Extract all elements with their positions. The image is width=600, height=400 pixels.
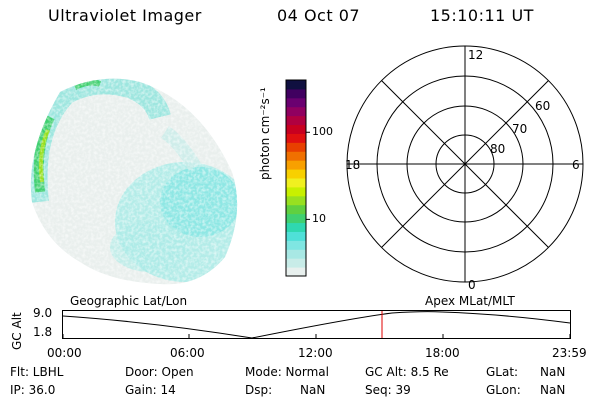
colorbar-tick-10: 10 — [312, 212, 326, 226]
lat-label-80: 80 — [490, 142, 505, 156]
colorbar-unit-label: photon cm⁻²s⁻¹ — [258, 87, 272, 180]
seq-info: Seq: 39 — [365, 383, 411, 397]
gain-info: Gain: 14 — [125, 383, 176, 397]
colorbar-cell — [286, 142, 306, 152]
colorbar-cell — [286, 231, 306, 241]
mlt-label-left: 18 — [345, 158, 360, 172]
gcalt-info: GC Alt: 8.5 Re — [365, 365, 449, 379]
timeline-right-label: Apex MLat/MLT — [425, 294, 515, 308]
time-label: 15:10:11 UT — [430, 6, 534, 25]
colorbar-tick-100: 100 — [312, 125, 333, 139]
colorbar-cell — [286, 249, 306, 259]
date-label: 04 Oct 07 — [277, 6, 361, 25]
colorbar-cell — [286, 195, 306, 206]
colorbar — [285, 79, 310, 277]
colorbar-cell — [286, 267, 306, 277]
colorbar-cell — [286, 204, 306, 215]
app-title: Ultraviolet Imager — [48, 6, 202, 25]
ip-info: IP: 36.0 — [10, 383, 56, 397]
colorbar-cell — [286, 97, 306, 108]
colorbar-cell — [286, 186, 306, 197]
timeline-plot — [62, 310, 571, 339]
polar-diagonal-2 — [381, 80, 549, 248]
colorbar-cell — [286, 133, 306, 143]
timeline-xtick-1: 06:00 — [170, 346, 205, 360]
colorbar-cell — [286, 88, 306, 99]
glon-label: GLon: — [486, 383, 521, 397]
colorbar-cell — [286, 124, 306, 134]
colorbar-scale — [286, 80, 306, 277]
door-info: Door: Open — [125, 365, 194, 379]
filter-info: Flt: LBHL — [10, 365, 64, 379]
mode-info: Mode: Normal — [245, 365, 329, 379]
colorbar-cell — [286, 80, 306, 90]
colorbar-cell — [286, 151, 306, 161]
timeline-xtick-3: 18:00 — [425, 346, 460, 360]
colorbar-cell — [286, 222, 306, 232]
altitude-curve — [62, 311, 571, 339]
timeline-ytick-min: 1.8 — [33, 325, 53, 339]
timeline-xtick-2: 12:00 — [298, 346, 333, 360]
timeline-xtick-0: 00:00 — [47, 346, 82, 360]
lat-label-70: 70 — [512, 122, 527, 136]
colorbar-ticks — [306, 131, 310, 220]
colorbar-cell — [286, 213, 306, 224]
mlt-label-bottom: 0 — [468, 278, 476, 290]
mlt-label-top: 12 — [468, 48, 483, 62]
colorbar-cell — [286, 240, 306, 250]
colorbar-cell — [286, 169, 306, 179]
timeline-ylabel: GC Alt — [10, 312, 24, 350]
glat-value: NaN — [540, 365, 566, 379]
timeline-xtick-4: 23:59 — [552, 346, 587, 360]
mlt-label-right: 6 — [572, 158, 580, 172]
colorbar-cell — [286, 160, 306, 170]
timeline-left-label: Geographic Lat/Lon — [70, 294, 188, 308]
auroral-image — [30, 78, 238, 285]
polar-plot: 12 18 6 0 60 70 80 — [345, 45, 584, 290]
lat-label-60: 60 — [535, 99, 550, 113]
colorbar-cell — [286, 106, 306, 117]
colorbar-cell — [286, 115, 306, 126]
glon-value: NaN — [540, 383, 566, 397]
colorbar-cell — [286, 178, 306, 188]
timeline-ytick-max: 9.0 — [33, 306, 53, 320]
dsp-label: Dsp: — [245, 383, 273, 397]
glat-label: GLat: — [486, 365, 519, 379]
timeline-frame — [62, 310, 571, 339]
dsp-value: NaN — [300, 383, 326, 397]
colorbar-cell — [286, 258, 306, 268]
